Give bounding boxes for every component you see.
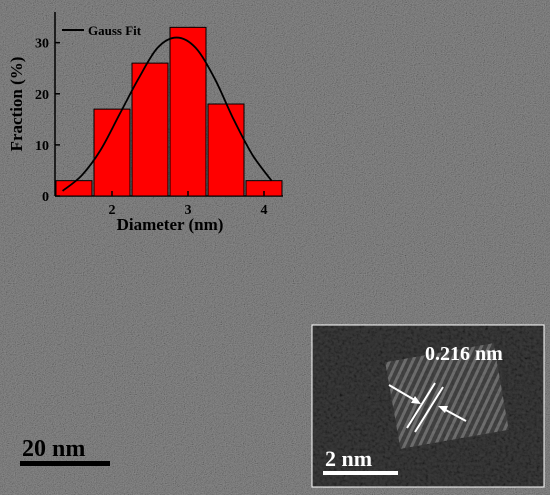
- lattice-annotation: 0.216 nm: [388, 343, 503, 433]
- y-tick-label: 30: [35, 37, 49, 52]
- histogram-bar: [169, 26, 207, 197]
- histogram-bar: [131, 62, 169, 197]
- size-distribution-chart: 0 10 20 30 2 3 4 Diameter (nm) Fraction (%) Ga…: [7, 12, 283, 234]
- legend-label: Gauss Fit: [88, 23, 142, 38]
- x-tick-label: 3: [185, 203, 192, 218]
- legend: Gauss Fit: [62, 23, 142, 38]
- y-tick-label: 10: [35, 139, 49, 154]
- scale-bar-inset-label: 2 nm: [325, 446, 372, 471]
- gauss-fit-curve: [62, 36, 273, 192]
- histogram-bar: [207, 103, 245, 197]
- arrow-left-icon: [388, 384, 419, 403]
- scale-bar-main-label: 20 nm: [22, 436, 85, 462]
- y-axis-label: Fraction (%): [7, 57, 26, 152]
- y-tick-label: 0: [42, 190, 49, 205]
- x-tick-label: 2: [109, 203, 116, 218]
- x-axis-label: Diameter (nm): [117, 215, 224, 234]
- hrtem-inset: [311, 324, 545, 488]
- scale-bar-inset: 2 nm: [323, 446, 398, 475]
- scale-bar-main: 20 nm: [20, 436, 110, 466]
- histogram-bar: [55, 180, 93, 197]
- y-tick-label: 20: [35, 88, 49, 103]
- lattice-spacing-label: 0.216 nm: [425, 343, 503, 365]
- x-tick-label: 4: [261, 203, 268, 218]
